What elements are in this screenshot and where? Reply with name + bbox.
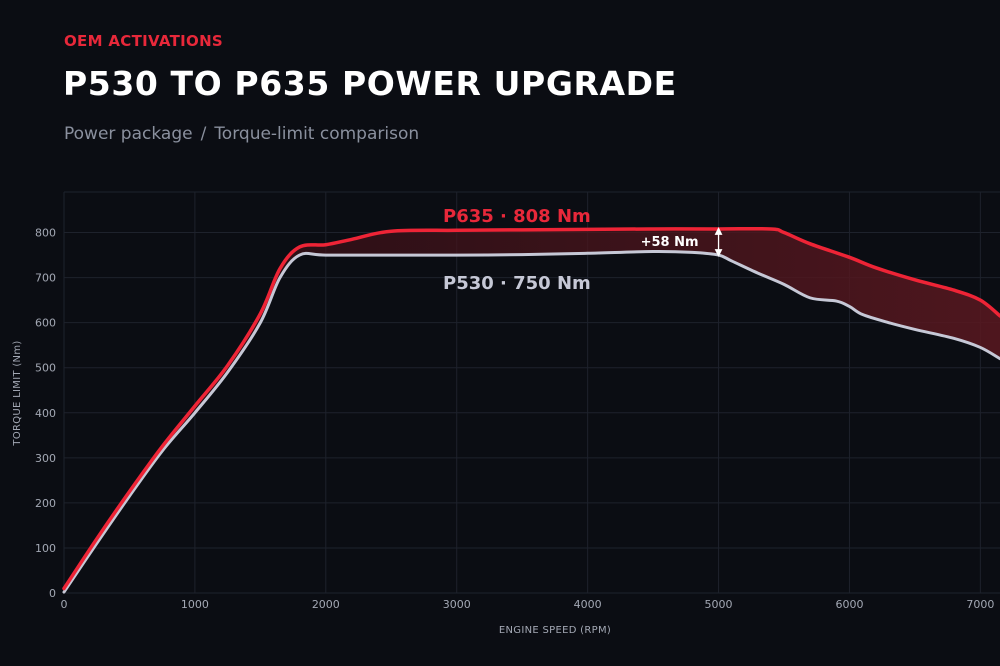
y-tick-label: 700 <box>35 272 56 285</box>
series-line-p635 <box>62 226 1000 591</box>
annotation-layer: P635 · 808 Nm P530 · 750 Nm +58 Nm <box>443 206 723 294</box>
y-tick-label: 400 <box>35 407 56 420</box>
y-tick-label: 0 <box>49 587 56 600</box>
series-label-p635: P635 · 808 Nm <box>443 206 591 227</box>
eyebrow-label: OEM ACTIVATIONS <box>64 32 224 50</box>
tick-label-layer: 0 100 200 300 400 500 600 700 800 0 1000 2000 3000 40… <box>12 227 994 636</box>
x-tick-label: 4000 <box>574 598 602 611</box>
x-tick-label: 3000 <box>443 598 471 611</box>
y-tick-label: 500 <box>35 362 56 375</box>
y-tick-label: 300 <box>35 452 56 465</box>
x-tick-label: 2000 <box>312 598 340 611</box>
series-line-p530 <box>62 249 1000 594</box>
x-tick-label: 5000 <box>705 598 733 611</box>
delta-label: +58 Nm <box>641 235 699 250</box>
x-axis-title: ENGINE SPEED (RPM) <box>499 625 611 636</box>
page-subtitle: Power package / Torque-limit comparison <box>64 124 419 144</box>
x-tick-label: 6000 <box>835 598 863 611</box>
series-label-p530: P530 · 750 Nm <box>443 273 591 294</box>
subtitle-comparison: Torque-limit comparison <box>214 124 420 144</box>
x-tick-label: 0 <box>61 598 68 611</box>
y-tick-label: 600 <box>35 317 56 330</box>
x-tick-label: 7000 <box>966 598 994 611</box>
subtitle-separator: / <box>200 124 207 144</box>
y-tick-label: 800 <box>35 227 56 240</box>
y-tick-label: 200 <box>35 497 56 510</box>
grid-layer <box>63 191 1000 594</box>
series-line-layer <box>62 226 1000 594</box>
y-axis-title: TORQUE LIMIT (Nm) <box>12 340 23 446</box>
subtitle-package: Power package <box>64 124 193 144</box>
page-title: P530 TO P635 POWER UPGRADE <box>63 64 677 103</box>
y-tick-label: 100 <box>35 542 56 555</box>
x-tick-label: 1000 <box>181 598 209 611</box>
